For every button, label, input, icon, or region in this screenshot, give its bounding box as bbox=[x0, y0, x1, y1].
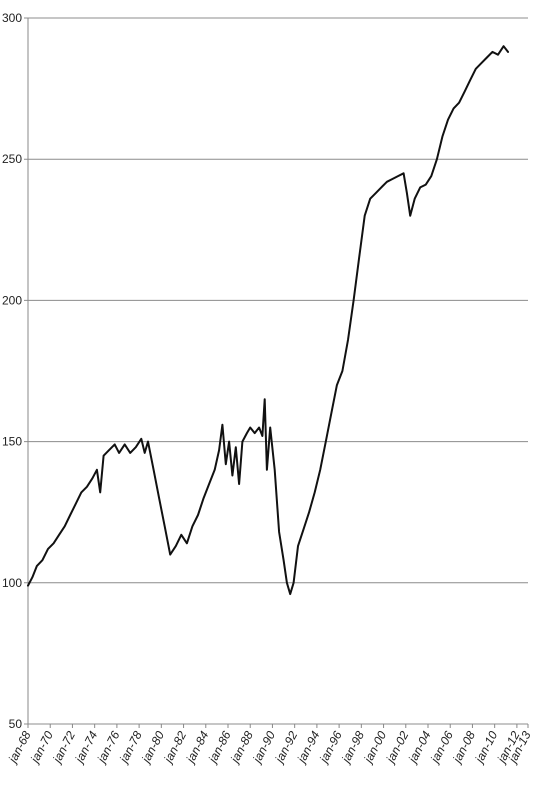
y-axis: 50 100 150 200 250 300 bbox=[2, 11, 29, 731]
x-tick-label: jan-68 bbox=[5, 729, 34, 767]
y-tick-label: 250 bbox=[2, 152, 22, 166]
y-tick-label: 100 bbox=[2, 576, 22, 590]
y-tick-label: 300 bbox=[2, 11, 22, 25]
series-layer bbox=[27, 45, 509, 596]
x-axis: jan-68jan-70jan-72jan-74jan-76jan-78jan-… bbox=[5, 724, 534, 767]
y-tick-label: 50 bbox=[9, 717, 23, 731]
y-tick-label: 200 bbox=[2, 293, 22, 307]
series-line bbox=[27, 45, 509, 596]
gridlines bbox=[24, 17, 528, 725]
y-tick-label: 150 bbox=[2, 435, 22, 449]
